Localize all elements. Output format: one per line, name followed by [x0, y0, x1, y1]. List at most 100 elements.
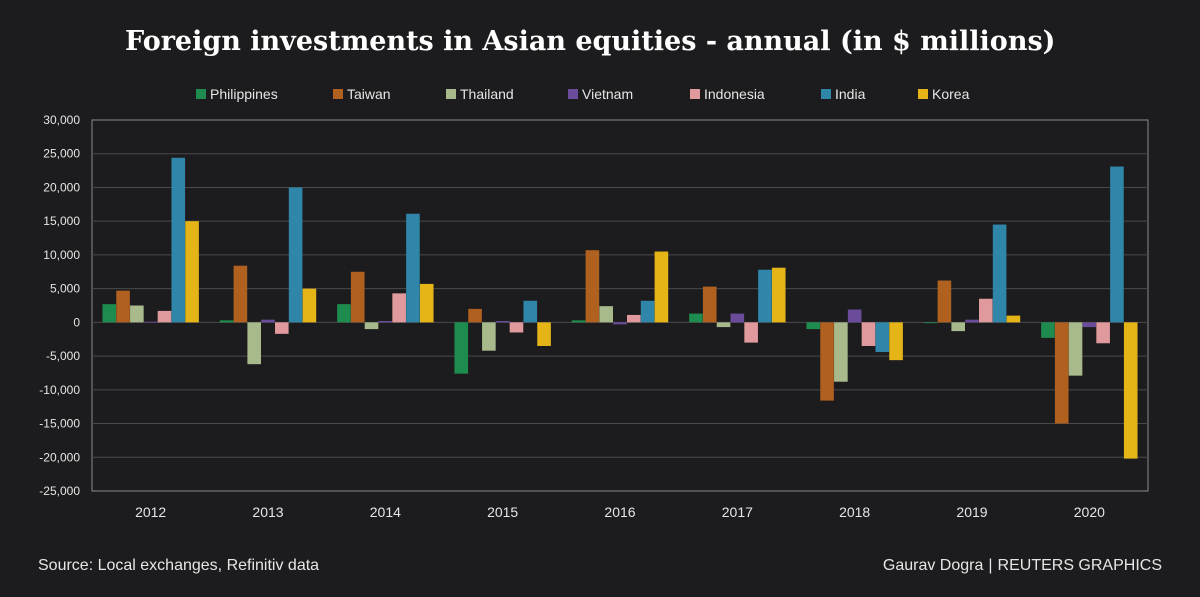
x-tick-label: 2014	[370, 504, 401, 520]
author-name: Gaurav Dogra	[882, 557, 984, 574]
bar-thailand-2016	[599, 306, 613, 323]
y-tick-label: 10,000	[43, 248, 80, 262]
bar-thailand-2017	[716, 322, 731, 328]
x-tick-label: 2020	[1074, 504, 1105, 520]
bar-vietnam-2012	[143, 321, 158, 323]
bar-korea-2017	[771, 267, 786, 323]
legend-swatch-vietnam	[568, 89, 578, 99]
bar-thailand-2013	[247, 322, 261, 365]
bar-indonesia-2019	[979, 298, 993, 323]
chart-title: Foreign investments in Asian equities - …	[125, 26, 1056, 57]
bar-korea-2016	[654, 251, 669, 323]
bar-taiwan-2014	[350, 271, 365, 323]
legend-swatch-korea	[918, 89, 928, 99]
bar-thailand-2019	[951, 322, 965, 332]
source-note: Source: Local exchanges, Refinitiv data	[38, 557, 320, 574]
bar-korea-2012	[185, 221, 199, 323]
y-tick-label: -10,000	[39, 383, 80, 397]
bar-indonesia-2018	[861, 322, 876, 346]
credit-separator: |	[988, 557, 993, 574]
legend-swatch-indonesia	[690, 89, 700, 99]
bar-thailand-2020	[1068, 322, 1083, 376]
bar-philippines-2012	[102, 304, 117, 323]
bar-indonesia-2013	[275, 322, 289, 334]
bar-vietnam-2015	[495, 321, 510, 323]
bar-philippines-2017	[689, 313, 703, 323]
bar-taiwan-2020	[1054, 322, 1069, 424]
bar-india-2019	[992, 224, 1007, 323]
bar-taiwan-2017	[702, 286, 717, 323]
y-tick-label: 5,000	[50, 282, 80, 296]
legend-label-korea: Korea	[932, 86, 970, 102]
bar-vietnam-2013	[261, 319, 275, 323]
bar-korea-2013	[302, 288, 317, 323]
credit-line: Gaurav Dogra | REUTERS GRAPHICS	[883, 557, 1162, 575]
y-tick-label: 30,000	[43, 113, 80, 127]
bar-indonesia-2014	[392, 293, 406, 323]
bar-india-2012	[171, 157, 186, 323]
bar-korea-2020	[1123, 322, 1138, 459]
bar-taiwan-2019	[937, 280, 952, 323]
bar-taiwan-2015	[468, 308, 482, 323]
bar-vietnam-2016	[613, 322, 627, 325]
bar-india-2016	[640, 300, 655, 323]
bar-india-2017	[758, 269, 772, 323]
y-tick-label: -5,000	[46, 349, 80, 363]
x-tick-label: 2017	[722, 504, 753, 520]
plot-frame	[91, 119, 1149, 492]
legend-swatch-philippines	[196, 89, 206, 99]
legend-label-india: India	[835, 86, 866, 102]
x-tick-label: 2013	[252, 504, 283, 520]
bar-vietnam-2014	[378, 321, 393, 323]
bar-taiwan-2018	[820, 322, 834, 401]
y-tick-label: 20,000	[43, 180, 80, 194]
bar-korea-2018	[889, 322, 903, 361]
x-tick-label: 2018	[839, 504, 870, 520]
bar-indonesia-2015	[509, 322, 524, 333]
bar-philippines-2019	[923, 322, 938, 324]
bar-indonesia-2016	[627, 314, 641, 323]
bar-india-2013	[288, 187, 303, 323]
bar-philippines-2014	[337, 304, 351, 323]
x-tick-label: 2016	[604, 504, 635, 520]
org-name: REUTERS GRAPHICS	[997, 557, 1162, 574]
bar-thailand-2014	[364, 322, 379, 330]
legend-label-indonesia: Indonesia	[704, 86, 765, 102]
bar-vietnam-2017	[730, 313, 745, 323]
bar-india-2018	[875, 322, 890, 353]
bar-thailand-2012	[130, 305, 144, 323]
bar-philippines-2015	[454, 322, 469, 374]
bar-philippines-2020	[1041, 322, 1055, 338]
bar-india-2014	[406, 213, 420, 323]
bar-thailand-2018	[834, 322, 848, 382]
legend-swatch-taiwan	[333, 89, 343, 99]
bar-india-2015	[523, 300, 538, 323]
y-tick-label: -15,000	[39, 417, 80, 431]
y-tick-label: 25,000	[43, 147, 80, 161]
legend-label-thailand: Thailand	[460, 86, 514, 102]
bar-vietnam-2019	[965, 319, 979, 323]
bar-taiwan-2016	[585, 250, 600, 323]
y-tick-label: -20,000	[39, 450, 80, 464]
bar-vietnam-2018	[847, 309, 862, 323]
bar-thailand-2015	[482, 322, 496, 351]
legend-swatch-thailand	[446, 89, 456, 99]
legend-label-taiwan: Taiwan	[347, 86, 391, 102]
bar-india-2020	[1110, 166, 1124, 323]
legend-label-philippines: Philippines	[210, 86, 278, 102]
bar-taiwan-2013	[233, 265, 248, 323]
bar-philippines-2018	[806, 322, 821, 330]
bar-taiwan-2012	[116, 290, 130, 323]
x-tick-label: 2012	[135, 504, 166, 520]
bar-indonesia-2012	[157, 310, 172, 323]
y-tick-label: 0	[73, 315, 80, 329]
bar-indonesia-2017	[744, 322, 758, 343]
legend-swatch-india	[821, 89, 831, 99]
bar-philippines-2013	[219, 320, 234, 323]
bar-korea-2015	[537, 322, 551, 346]
y-tick-label: -25,000	[39, 484, 80, 498]
x-tick-label: 2015	[487, 504, 518, 520]
bar-indonesia-2020	[1096, 322, 1110, 344]
bar-philippines-2016	[571, 320, 586, 323]
